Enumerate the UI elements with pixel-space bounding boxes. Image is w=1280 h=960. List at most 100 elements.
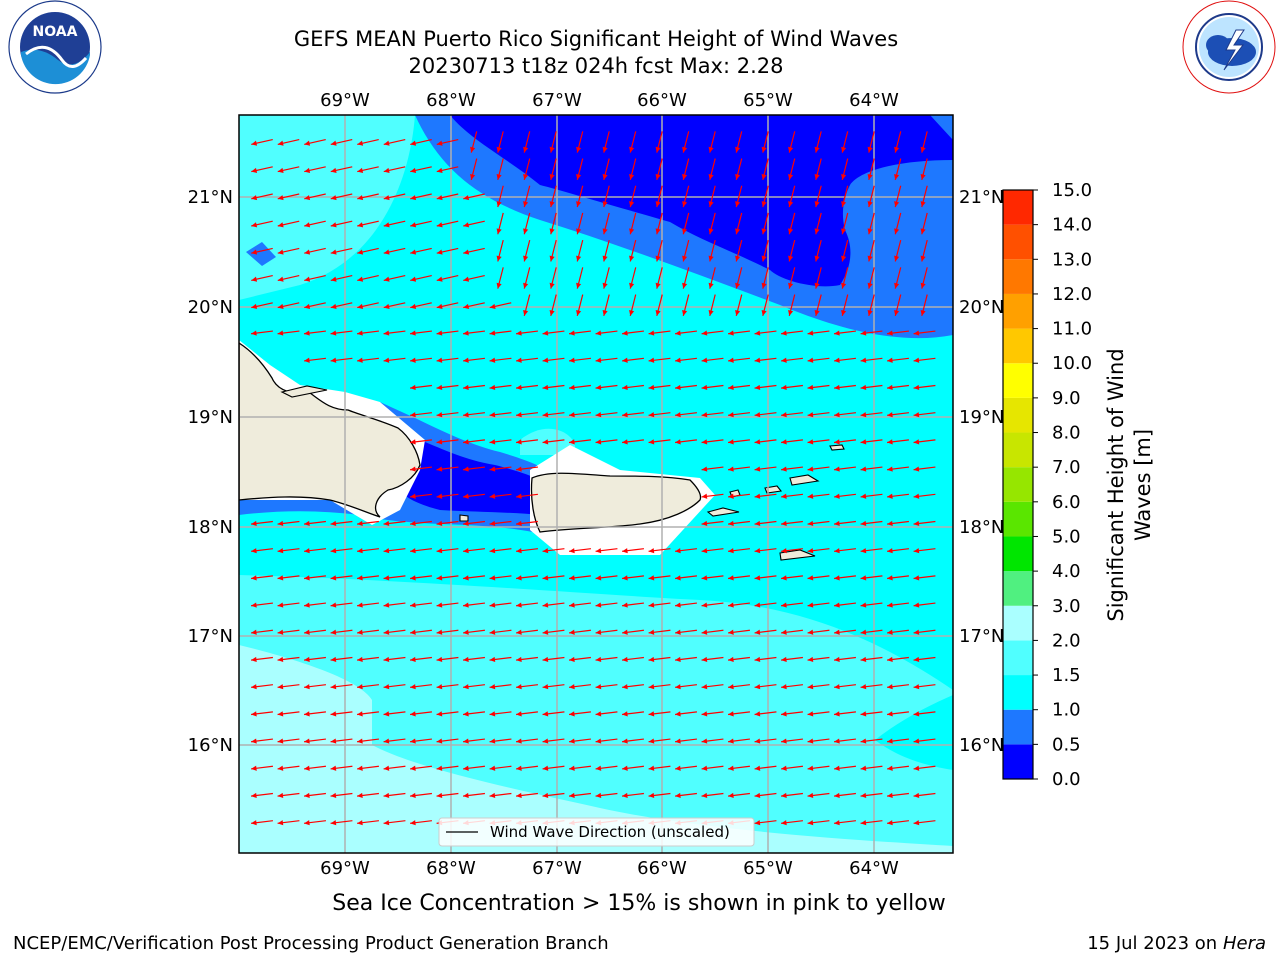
wind-arrow: [887, 738, 909, 744]
wind-arrow: [913, 602, 936, 608]
wind-arrow: [841, 131, 849, 153]
wind-arrow: [728, 629, 750, 635]
wind-arrow: [410, 575, 432, 581]
wind-arrow: [754, 792, 777, 799]
wind-arrow: [920, 131, 928, 153]
wind-arrow: [602, 294, 610, 317]
wind-arrow: [330, 629, 353, 635]
wind-arrow: [304, 357, 326, 363]
wind-arrow: [622, 575, 644, 581]
wind-arrow: [867, 131, 875, 153]
colorbar-segment: [1003, 467, 1033, 502]
wind-arrow: [330, 792, 353, 799]
lon-tick-top: 65°W: [743, 90, 793, 111]
field-band-2.0-3.0: [239, 645, 953, 853]
wind-arrow: [622, 412, 644, 418]
wind-arrow: [463, 412, 485, 418]
wind-arrow: [728, 384, 750, 391]
wind-arrow: [516, 711, 538, 717]
wind-arrow: [834, 357, 856, 363]
wind-arrow: [728, 357, 750, 363]
wind-arrow: [569, 439, 591, 445]
wind-arrow: [834, 493, 856, 499]
wind-arrow: [542, 711, 565, 717]
wind-arrow: [330, 220, 353, 228]
wind-arrow: [542, 738, 565, 744]
wind-arrow: [867, 239, 875, 262]
wind-arrow: [834, 792, 856, 799]
wind-arrow: [754, 656, 777, 663]
wind-arrow: [595, 684, 618, 690]
wind-arrow: [516, 330, 538, 336]
wind-arrow: [489, 656, 512, 663]
wind-arrow: [595, 357, 618, 363]
colorbar-tick-label: 0.0: [1052, 769, 1081, 790]
wind-arrow: [788, 158, 796, 181]
wind-arrow: [913, 765, 936, 771]
wind-arrow: [357, 711, 379, 717]
wind-arrow: [860, 820, 883, 826]
wind-arrow: [357, 575, 379, 581]
wind-arrow: [436, 711, 459, 717]
wind-arrow: [569, 629, 591, 635]
wind-arrow: [814, 212, 822, 235]
colorbar-tick-label: 6.0: [1052, 492, 1081, 513]
wind-arrow: [304, 520, 326, 527]
wind-arrow: [542, 330, 565, 336]
wind-arrow: [542, 384, 565, 391]
colorbar-segment: [1003, 363, 1033, 398]
wind-arrow: [675, 711, 697, 717]
wind-arrow: [383, 357, 406, 363]
wind-arrow: [655, 185, 663, 208]
wind-arrow: [622, 656, 644, 663]
wind-arrow: [436, 493, 459, 499]
wind-arrow: [304, 792, 326, 799]
wind-arrow: [549, 212, 557, 235]
wind-arrow: [410, 711, 432, 717]
wind-arrow: [622, 602, 644, 608]
wind-arrow: [251, 139, 273, 146]
wind-arrow: [682, 267, 690, 289]
wind-arrow: [463, 575, 485, 581]
wind-arrow: [410, 738, 432, 744]
wind-arrow: [595, 575, 618, 581]
wind-arrow: [410, 656, 432, 663]
wind-arrow: [807, 575, 830, 581]
wind-arrow: [436, 166, 459, 173]
wind-arrow: [436, 384, 459, 391]
wind-arrow: [383, 275, 406, 282]
wind-arrow: [648, 684, 671, 690]
wind-arrow: [595, 765, 618, 771]
wind-arrow: [807, 656, 830, 663]
wind-arrow: [887, 466, 909, 472]
wind-arrow: [251, 193, 273, 201]
wind-arrow: [304, 602, 326, 608]
wind-arrow: [489, 520, 512, 527]
wind-arrow: [330, 820, 353, 826]
wind-arrow: [894, 239, 902, 262]
wind-arrow: [277, 330, 300, 336]
wind-arrow: [496, 158, 504, 181]
wind-arrow: [622, 384, 644, 391]
wind-arrow: [728, 466, 750, 472]
wind-arrow: [701, 684, 724, 690]
wind-arrow: [436, 357, 459, 363]
wind-arrow: [913, 548, 936, 554]
wind-arrow: [701, 575, 724, 581]
wind-arrow: [569, 575, 591, 581]
wind-arrow: [648, 548, 671, 554]
colorbar-frame: [1002, 189, 1034, 780]
wind-arrow: [860, 738, 883, 744]
wind-arrow: [463, 520, 485, 527]
wind-arrow: [304, 548, 326, 554]
wind-arrow: [304, 139, 326, 146]
wind-arrow: [841, 239, 849, 262]
wind-arrow: [383, 684, 406, 690]
wind-arrow: [463, 711, 485, 717]
plot-frame: [238, 114, 954, 854]
wind-arrow: [701, 792, 724, 799]
wind-arrow: [330, 684, 353, 690]
wind-arrow: [410, 357, 432, 363]
field-small-patch: [246, 242, 276, 266]
wind-arrow: [463, 629, 485, 635]
